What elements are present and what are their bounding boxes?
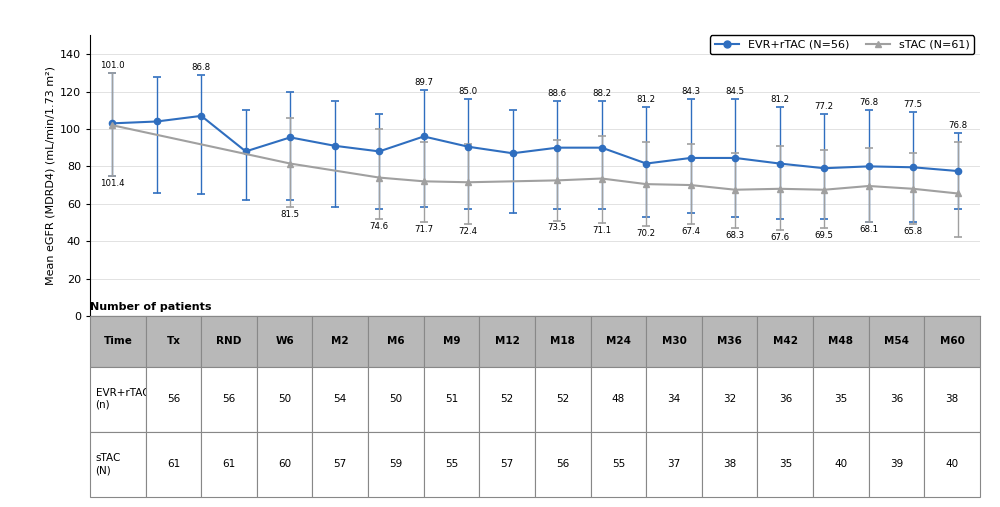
Text: 81.2: 81.2 bbox=[770, 95, 789, 104]
Legend: EVR+rTAC (N=56), sTAC (N=61): EVR+rTAC (N=56), sTAC (N=61) bbox=[710, 35, 974, 54]
Text: 76.8: 76.8 bbox=[859, 98, 878, 107]
Text: 72.4: 72.4 bbox=[459, 227, 478, 236]
Text: 77.5: 77.5 bbox=[904, 100, 923, 110]
Text: 76.8: 76.8 bbox=[948, 121, 967, 130]
Text: 70.2: 70.2 bbox=[637, 229, 656, 238]
Text: 77.2: 77.2 bbox=[815, 102, 834, 111]
Text: 86.8: 86.8 bbox=[192, 63, 211, 72]
Text: 73.5: 73.5 bbox=[548, 224, 567, 232]
Text: 68.1: 68.1 bbox=[859, 225, 878, 234]
Text: 84.3: 84.3 bbox=[681, 87, 700, 96]
Text: 84.5: 84.5 bbox=[726, 87, 745, 96]
Text: 74.6: 74.6 bbox=[370, 222, 389, 231]
Text: 71.1: 71.1 bbox=[592, 226, 611, 235]
Text: 101.4: 101.4 bbox=[100, 178, 125, 188]
Text: 88.2: 88.2 bbox=[592, 89, 611, 98]
Text: 65.8: 65.8 bbox=[904, 227, 923, 236]
Text: 81.5: 81.5 bbox=[281, 210, 300, 220]
Text: 88.6: 88.6 bbox=[548, 89, 567, 98]
Text: 67.4: 67.4 bbox=[681, 227, 700, 236]
Text: 67.6: 67.6 bbox=[770, 233, 789, 242]
Text: 71.7: 71.7 bbox=[414, 225, 433, 234]
Text: 101.0: 101.0 bbox=[100, 61, 125, 70]
Text: 85.0: 85.0 bbox=[459, 87, 478, 96]
Text: 89.7: 89.7 bbox=[414, 78, 433, 87]
Text: 81.2: 81.2 bbox=[637, 95, 656, 104]
Text: 68.3: 68.3 bbox=[726, 231, 745, 240]
Text: Number of patients: Number of patients bbox=[90, 302, 212, 312]
Text: 69.5: 69.5 bbox=[815, 231, 834, 240]
Y-axis label: Mean eGFR (MDRD4) (mL/min/1.73 m²): Mean eGFR (MDRD4) (mL/min/1.73 m²) bbox=[46, 66, 56, 285]
